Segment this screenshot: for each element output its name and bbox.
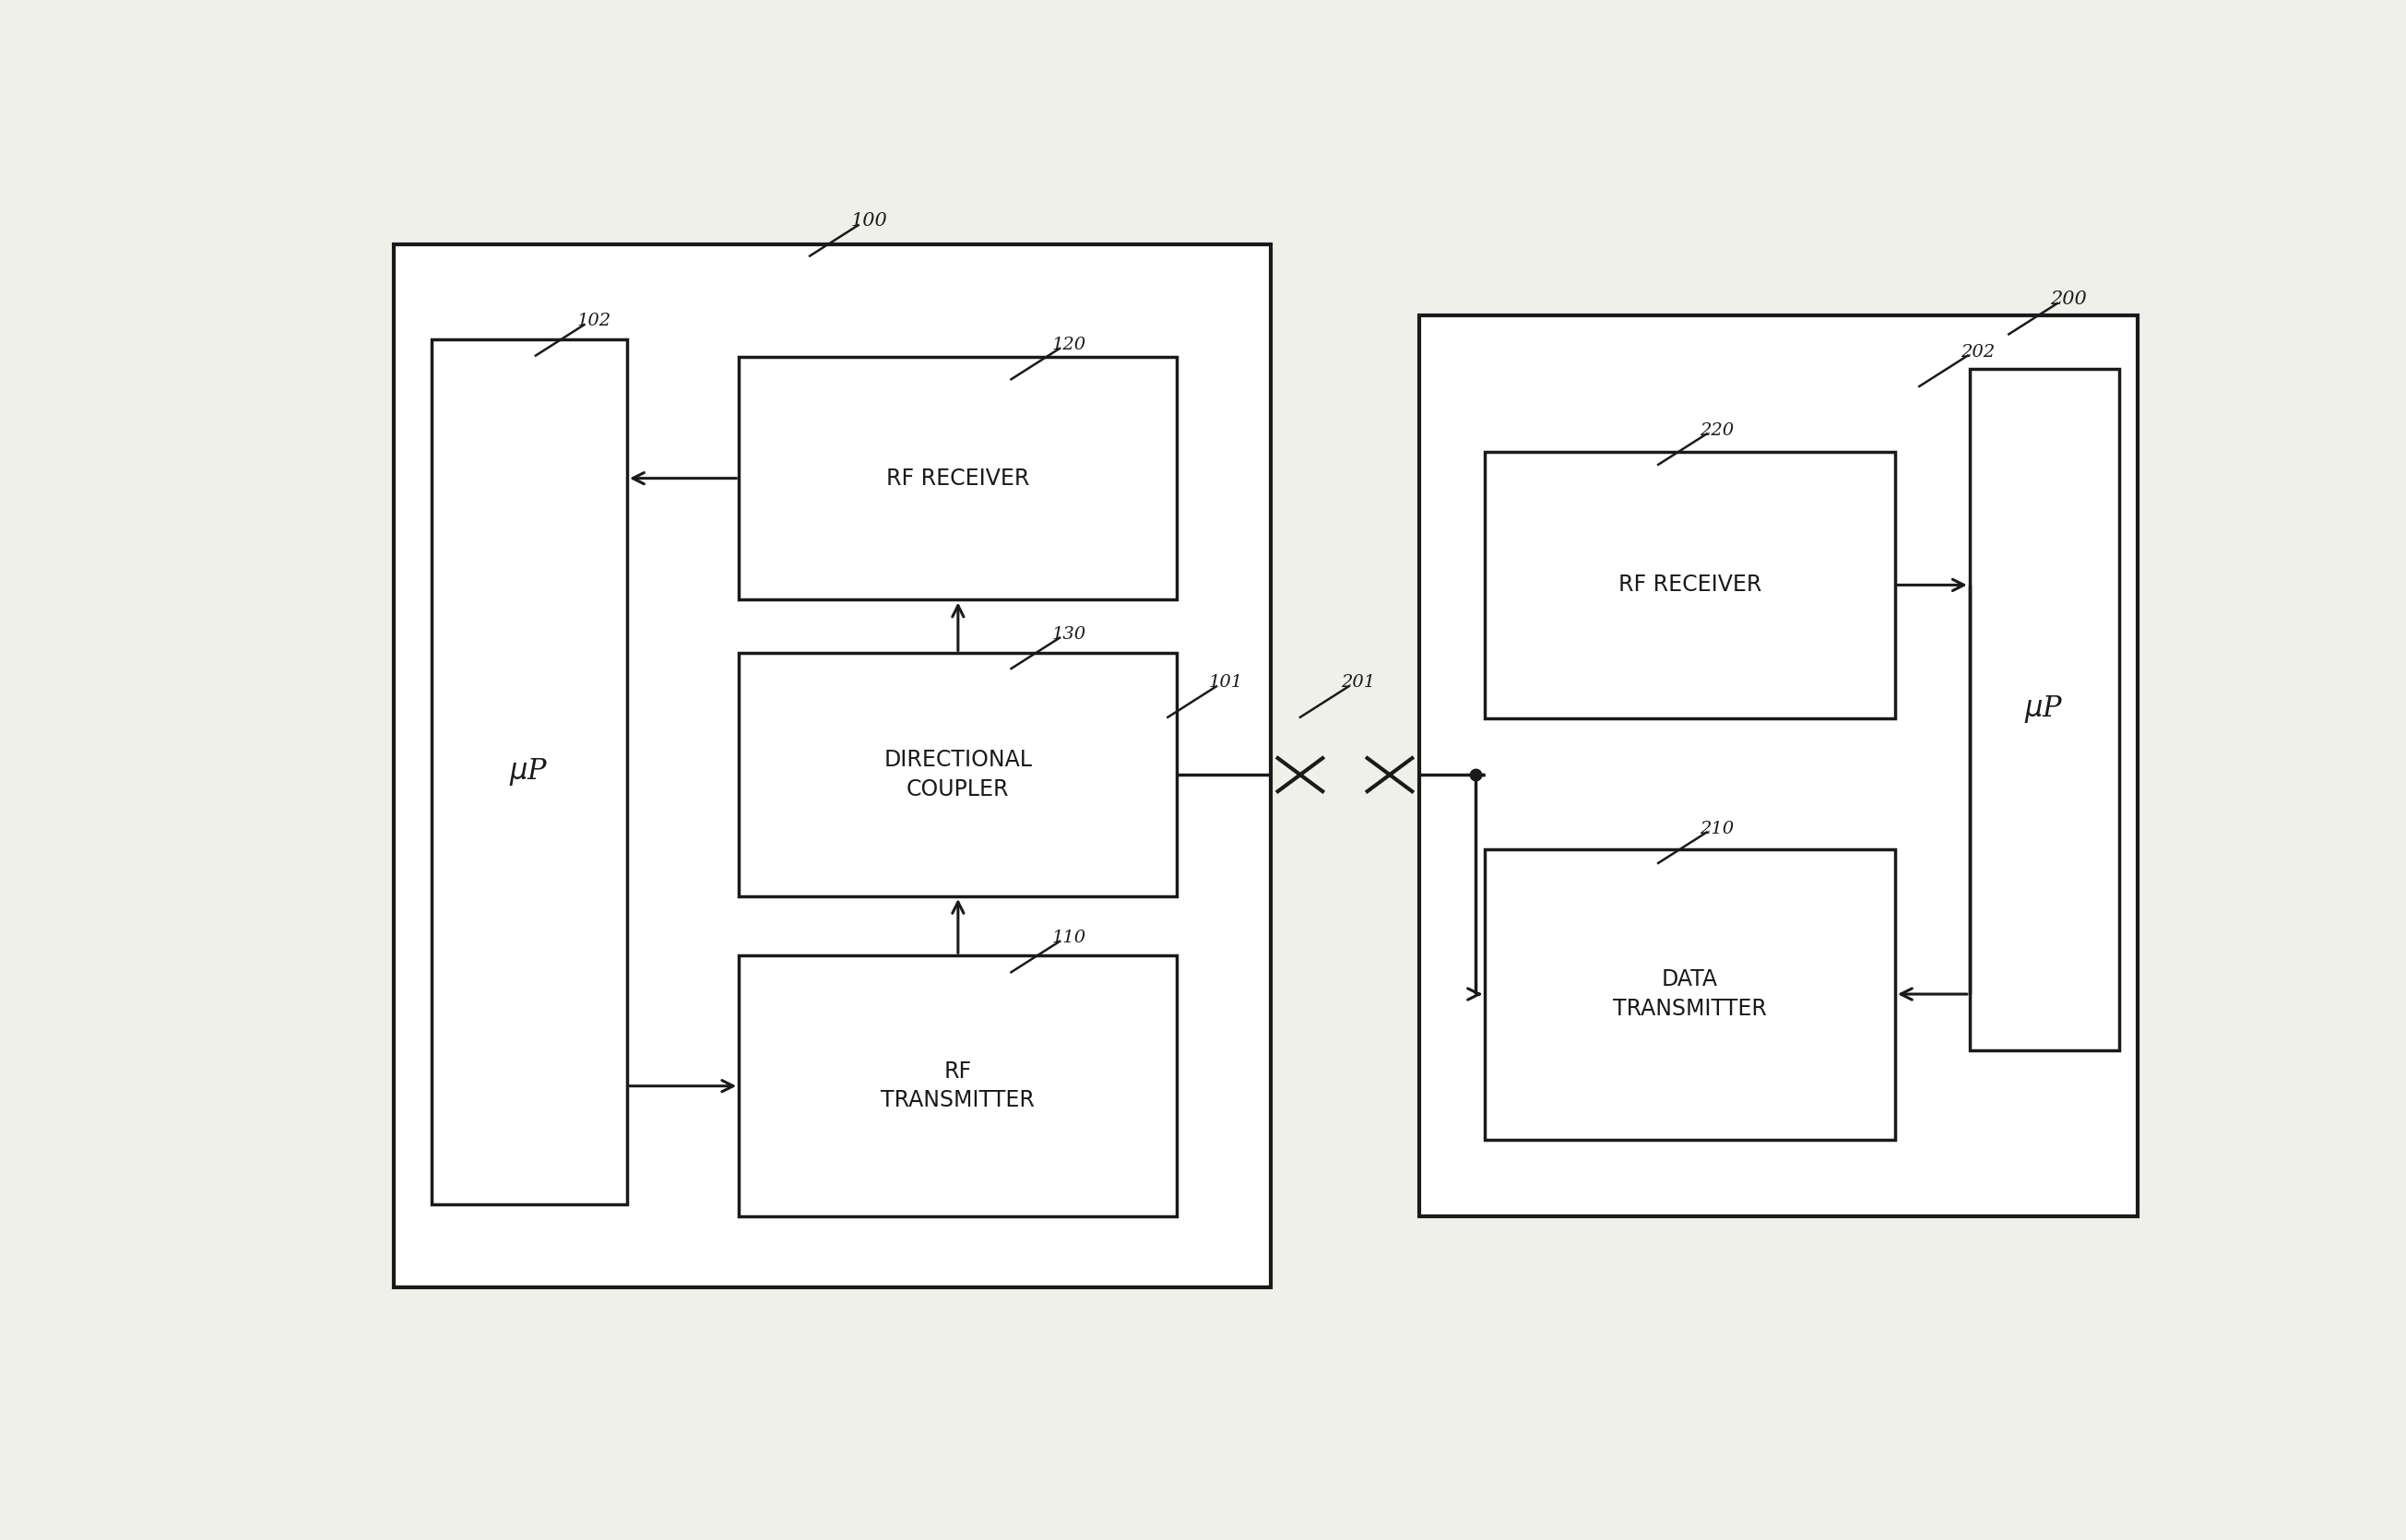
Bar (1971, 368, 2120, 1050)
Bar (431, 339, 628, 1204)
Text: 130: 130 (1051, 625, 1088, 642)
Text: $\mu$P: $\mu$P (2023, 695, 2064, 725)
Text: 201: 201 (1340, 675, 1376, 691)
Bar (739, 955, 1177, 1217)
Text: 102: 102 (577, 313, 611, 330)
Text: RF RECEIVER: RF RECEIVER (1619, 574, 1761, 596)
Text: 101: 101 (1208, 675, 1244, 691)
Text: 120: 120 (1051, 337, 1088, 353)
Text: RF
TRANSMITTER: RF TRANSMITTER (881, 1061, 1035, 1112)
Bar (1420, 316, 2137, 1217)
Bar (1485, 849, 1896, 1140)
Text: DIRECTIONAL
COUPLER: DIRECTIONAL COUPLER (883, 748, 1032, 801)
Bar (395, 245, 1270, 1287)
Text: 100: 100 (852, 213, 888, 229)
Text: $\mu$P: $\mu$P (510, 756, 549, 787)
Bar (739, 653, 1177, 896)
Text: 110: 110 (1051, 930, 1088, 946)
Text: 202: 202 (1961, 343, 1995, 360)
Text: 200: 200 (2050, 291, 2086, 308)
Text: DATA
TRANSMITTER: DATA TRANSMITTER (1612, 969, 1766, 1019)
Text: 210: 210 (1699, 821, 1732, 838)
Bar (1485, 451, 1896, 718)
Text: RF RECEIVER: RF RECEIVER (885, 467, 1030, 490)
Bar (739, 357, 1177, 601)
Text: 220: 220 (1699, 422, 1732, 439)
